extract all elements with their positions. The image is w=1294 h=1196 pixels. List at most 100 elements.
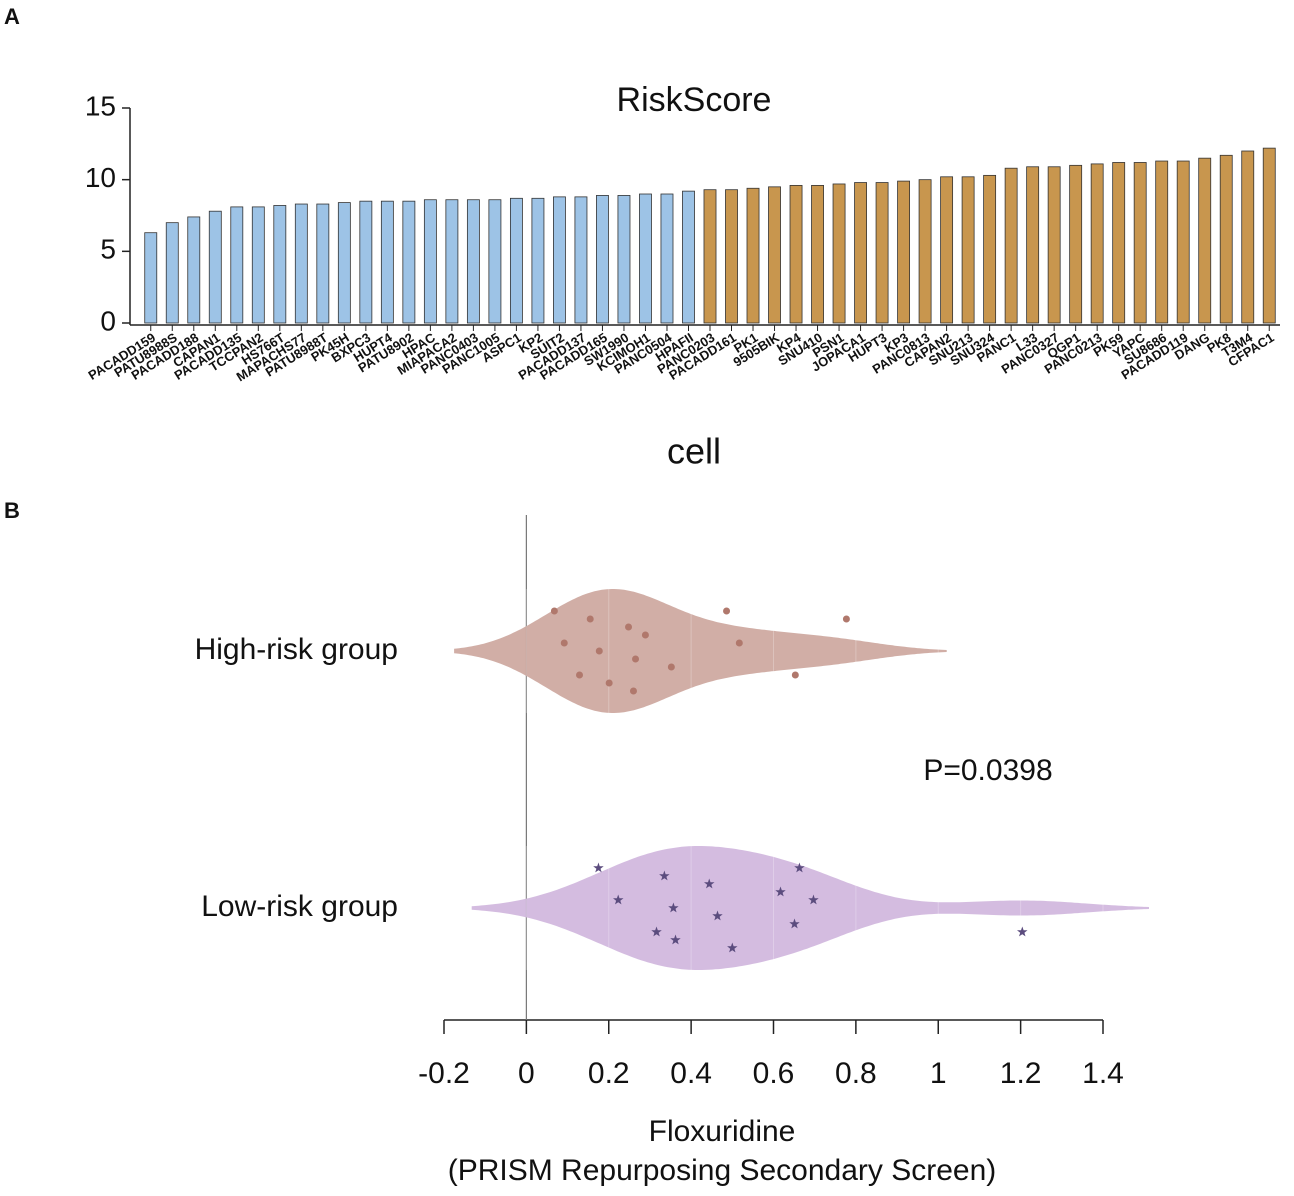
data-point xyxy=(791,671,799,679)
data-point xyxy=(641,631,649,639)
bar xyxy=(811,184,824,324)
bar xyxy=(789,184,803,324)
bar xyxy=(208,210,222,324)
bar xyxy=(746,187,760,324)
bar xyxy=(961,176,975,324)
bar xyxy=(402,200,416,324)
x-axis-label: Floxuridine xyxy=(649,1115,796,1148)
bar xyxy=(144,232,158,324)
chart-title: RiskScore xyxy=(617,81,772,119)
data-point xyxy=(651,926,662,937)
data-point xyxy=(605,679,613,687)
bar xyxy=(682,190,695,324)
bar xyxy=(423,199,437,324)
y-tick-label: 15 xyxy=(85,90,116,121)
bar xyxy=(768,186,781,324)
bar xyxy=(1155,160,1169,324)
bar xyxy=(703,189,717,324)
bar xyxy=(316,203,330,324)
bar xyxy=(897,180,911,324)
data-point xyxy=(595,647,603,655)
data-point xyxy=(789,918,800,929)
data-point xyxy=(629,687,637,695)
bar xyxy=(337,202,351,324)
bar xyxy=(1069,164,1083,324)
data-point xyxy=(1017,926,1028,937)
y-tick-label: 5 xyxy=(100,234,116,265)
x-axis-label: (PRISM Repurposing Secondary Screen) xyxy=(448,1154,997,1187)
bar xyxy=(230,206,244,324)
bar xyxy=(359,200,373,324)
x-axis-label: cell xyxy=(667,431,721,472)
panel-label: A xyxy=(4,4,20,29)
bar xyxy=(660,193,674,324)
bar xyxy=(488,199,502,324)
x-tick-label: 1.2 xyxy=(1000,1057,1042,1090)
x-tick-label: -0.2 xyxy=(418,1057,470,1090)
data-point xyxy=(712,910,723,921)
x-tick-label: 1.4 xyxy=(1082,1057,1124,1090)
category-label: Low-risk group xyxy=(201,890,398,923)
data-point xyxy=(668,902,679,913)
data-point xyxy=(667,663,675,671)
bar xyxy=(1047,166,1061,324)
bar xyxy=(1112,162,1126,324)
data-point xyxy=(727,942,738,953)
data-point xyxy=(808,894,819,905)
bar xyxy=(1198,157,1212,324)
violin xyxy=(471,846,1149,970)
x-tick-label: 0.4 xyxy=(670,1057,712,1090)
bar xyxy=(1090,163,1104,324)
x-tick-label: 0 xyxy=(518,1057,535,1090)
bar xyxy=(596,195,609,324)
bar xyxy=(466,199,480,324)
data-point xyxy=(794,862,805,873)
data-point xyxy=(560,639,568,647)
data-point xyxy=(593,862,604,873)
violin xyxy=(454,589,947,713)
data-point xyxy=(735,639,743,647)
bar xyxy=(1004,167,1018,324)
bar xyxy=(574,196,588,324)
bar xyxy=(531,197,545,324)
data-point xyxy=(625,623,633,631)
data-point xyxy=(613,894,624,905)
y-tick-label: 10 xyxy=(85,162,116,193)
data-point xyxy=(723,607,731,615)
bar xyxy=(1219,154,1233,324)
x-tick-label: 0.2 xyxy=(588,1057,630,1090)
data-point xyxy=(704,878,715,889)
data-point xyxy=(775,886,786,897)
bar xyxy=(187,216,201,324)
bar xyxy=(1176,160,1190,324)
x-tick-label: 1 xyxy=(930,1057,947,1090)
category-label: High-risk group xyxy=(195,633,398,666)
data-point xyxy=(842,615,850,623)
data-point xyxy=(550,607,558,615)
bar xyxy=(294,203,308,324)
bar xyxy=(1133,162,1147,324)
bar xyxy=(1026,166,1040,324)
data-point xyxy=(670,934,681,945)
bar xyxy=(725,189,738,324)
data-point xyxy=(632,655,640,663)
data-point xyxy=(586,615,594,623)
bar xyxy=(165,222,179,324)
bar xyxy=(875,182,889,324)
x-tick-label: 0.6 xyxy=(753,1057,795,1090)
bar xyxy=(918,179,932,324)
data-point xyxy=(576,671,584,679)
bar xyxy=(983,174,997,324)
bar xyxy=(639,193,652,324)
bar xyxy=(273,205,287,324)
bar xyxy=(509,197,523,324)
bar xyxy=(1241,150,1255,324)
bar xyxy=(832,183,846,324)
bar xyxy=(854,182,867,324)
x-tick-label: 0.8 xyxy=(835,1057,877,1090)
bar xyxy=(940,176,954,324)
panel-label: B xyxy=(4,498,20,523)
bar xyxy=(251,206,265,324)
